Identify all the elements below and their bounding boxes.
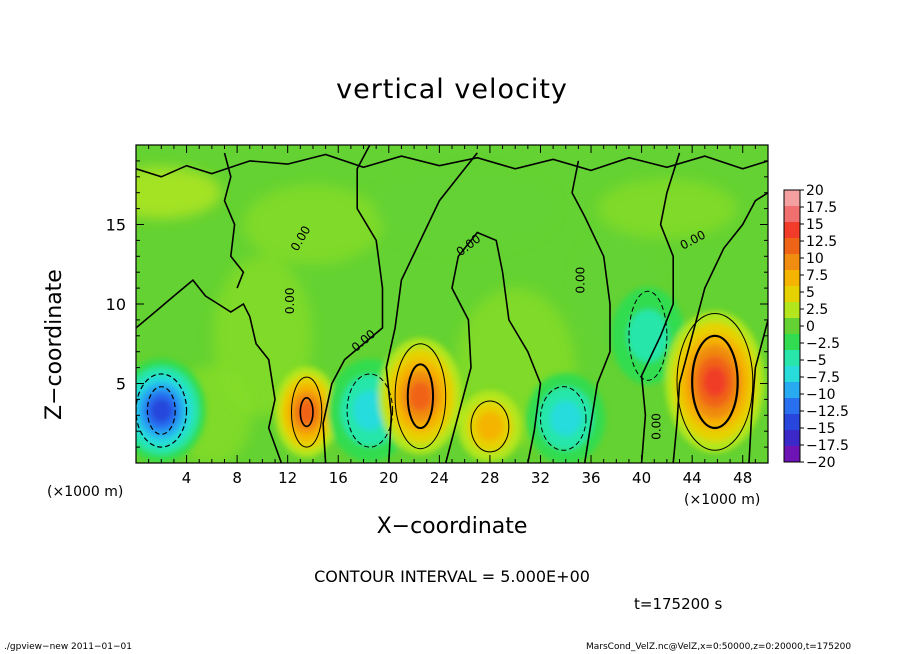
colorbar-swatch-17 <box>784 446 800 463</box>
colorbar-label-13: −10 <box>806 387 836 403</box>
x-tick-label-8: 8 <box>232 469 242 487</box>
contour-pos-k <box>676 313 754 451</box>
contour-value-label-6: 0.00 <box>283 287 297 314</box>
x-tick-label-44: 44 <box>683 469 702 487</box>
colorbar-swatch-9 <box>784 318 800 335</box>
colorbar-swatch-10 <box>784 334 800 351</box>
contour-zero-9 <box>748 319 768 463</box>
colorbar-swatch-13 <box>784 382 800 399</box>
contour-neg-a <box>136 373 188 448</box>
colorbar-label-4: 12.5 <box>806 234 837 250</box>
contour-pos-d <box>299 397 314 428</box>
x-tick-label-4: 4 <box>182 469 192 487</box>
x-tick-label-40: 40 <box>632 469 651 487</box>
contour-interval-label: CONTOUR INTERVAL = 5.000E+00 <box>314 567 590 586</box>
colorbar-swatch-14 <box>784 398 800 415</box>
contour-neg-i <box>539 386 587 451</box>
y-tick-label-10: 10 <box>106 295 126 314</box>
colorbar-swatch-3 <box>784 222 800 239</box>
x-unit-label-right: (×1000 m) <box>684 492 761 508</box>
contour-zero-2 <box>223 152 245 289</box>
colorbar-swatch-1 <box>784 190 800 207</box>
contour-value-label-4: 0.00 <box>650 413 664 440</box>
colorbar-label-11: −5 <box>806 353 827 369</box>
x-tick-label-28: 28 <box>480 469 499 487</box>
colorbar-swatch-7 <box>784 286 800 303</box>
contour-pos-l <box>691 334 739 430</box>
colorbar: 2017.51512.5107.552.50−2.5−5−7.5−10−12.5… <box>783 183 849 471</box>
colorbar-swatch-15 <box>784 414 800 431</box>
colorbar-label-12: −7.5 <box>806 370 840 386</box>
x-tick-label-24: 24 <box>430 469 449 487</box>
colorbar-label-6: 7.5 <box>806 268 828 284</box>
colorbar-label-8: 2.5 <box>806 302 828 318</box>
x-tick-label-12: 12 <box>278 469 297 487</box>
colorbar-label-7: 5 <box>806 285 815 301</box>
colorbar-swatch-2 <box>784 206 800 223</box>
contour-pos-h <box>470 400 510 453</box>
x-axis-label: X−coordinate <box>376 514 528 539</box>
colorbar-swatch-6 <box>784 270 800 287</box>
colorbar-swatch-8 <box>784 302 800 319</box>
x-tick-label-32: 32 <box>531 469 550 487</box>
y-tick-label-15: 15 <box>106 216 126 235</box>
contour-zero-1 <box>136 278 283 463</box>
contour-pos-g <box>406 363 435 430</box>
colorbar-label-2: 17.5 <box>806 200 837 216</box>
contour-zero-6 <box>571 160 611 463</box>
contour-neg-e <box>346 373 394 448</box>
colorbar-swatch-5 <box>784 254 800 271</box>
x-tick-label-20: 20 <box>379 469 398 487</box>
colorbar-label-9: 0 <box>806 319 815 335</box>
time-label: t=175200 s <box>634 595 723 613</box>
contour-pos-c <box>290 376 323 448</box>
x-unit-label-left: (×1000 m) <box>47 484 124 500</box>
x-tick-label-48: 48 <box>733 469 752 487</box>
velocity-field <box>136 145 768 463</box>
contour-zero-5 <box>444 231 542 463</box>
colorbar-swatch-11 <box>784 350 800 367</box>
y-tick-label-5: 5 <box>116 375 126 394</box>
field-extremum-6 <box>526 373 606 463</box>
contour-zero-3 <box>322 145 384 463</box>
colorbar-label-16: −17.5 <box>806 438 849 454</box>
colorbar-label-15: −15 <box>806 421 836 437</box>
contour-zero-8 <box>672 192 768 463</box>
field-extremum-5 <box>458 390 522 463</box>
contour-zero-4 <box>385 152 478 463</box>
colorbar-label-14: −12.5 <box>806 404 849 420</box>
y-axis-label: Z−coordinate <box>42 269 67 420</box>
field-extremum-1 <box>136 358 206 463</box>
contour-neg-j <box>628 290 668 381</box>
colorbar-label-3: 15 <box>806 217 824 233</box>
contour-pos-f <box>394 343 447 450</box>
contour-value-label-2: 0.00 <box>574 267 588 294</box>
contour-zero-7 <box>640 152 681 463</box>
footer-data-source-label: MarsCond_VelZ.nc@VelZ,x=0:50000,z=0:2000… <box>586 642 852 652</box>
colorbar-swatch-12 <box>784 366 800 383</box>
colorbar-label-5: 10 <box>806 251 824 267</box>
colorbar-label-1: 20 <box>806 183 824 199</box>
colorbar-label-10: −2.5 <box>806 336 840 352</box>
field-extremum-4 <box>378 338 463 455</box>
x-tick-label-36: 36 <box>581 469 600 487</box>
chart-title: vertical velocity <box>336 74 568 105</box>
x-tick-label-16: 16 <box>329 469 348 487</box>
colorbar-label-17: −20 <box>806 455 836 471</box>
contour-zero-top <box>136 153 768 178</box>
colorbar-swatch-16 <box>784 430 800 447</box>
colorbar-swatch-4 <box>784 238 800 255</box>
footer-program-label: ./gpview−new 2011−01−01 <box>4 642 132 652</box>
field-extremum-7 <box>611 287 685 385</box>
contour-neg-b <box>146 386 176 435</box>
